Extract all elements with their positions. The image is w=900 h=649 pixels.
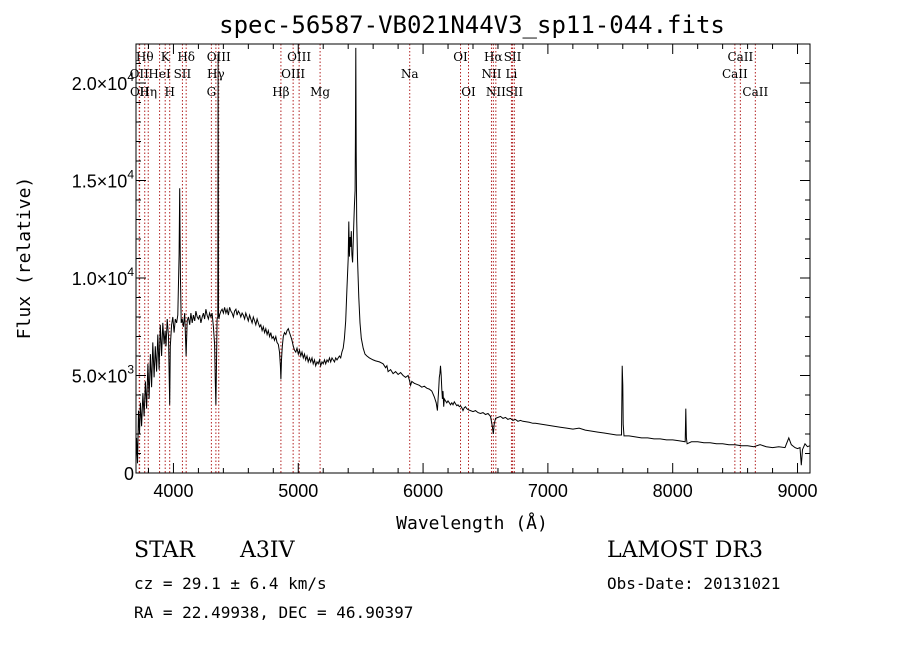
plot-frame: [135, 43, 811, 474]
chart-title: spec-56587-VB021N44V3_sp11-044.fits: [219, 11, 725, 39]
line-marker-label: Na: [401, 67, 419, 81]
line-marker-label: Hθ: [136, 50, 154, 64]
line-marker-label: SII: [504, 50, 522, 64]
coordinates: RA = 22.49938, DEC = 46.90397: [134, 603, 414, 622]
line-marker-label: CaII: [742, 85, 768, 99]
line-marker-label: Hδ: [177, 50, 195, 64]
y-tick-label: 0: [124, 464, 134, 484]
line-markers: [138, 44, 756, 473]
redshift-text: cz = 29.1 ± 6.4 km/s: [134, 574, 327, 593]
y-tick-label: 2.0×104: [72, 70, 135, 94]
object-subclass: A3IV: [240, 538, 295, 563]
line-marker-label: CaII: [727, 50, 753, 64]
x-tick-label: 4000: [153, 481, 193, 501]
line-marker-label: OII: [130, 85, 150, 99]
x-axis-label: Wavelength (Å): [396, 512, 548, 534]
line-marker-label: K: [161, 50, 171, 64]
y-axis-label: Flux (relative): [14, 177, 35, 340]
x-tick-label: 6000: [403, 481, 443, 501]
x-tick-label: 8000: [653, 481, 693, 501]
y-tick-label: 1.5×104: [72, 168, 135, 192]
line-marker-label: CaII: [722, 67, 748, 81]
line-marker-label: OI: [461, 85, 476, 99]
line-marker-label: Hη: [139, 85, 157, 99]
x-tick-label: 9000: [777, 481, 817, 501]
line-marker-label: G: [207, 85, 217, 99]
line-marker-label: SII: [505, 85, 523, 99]
line-marker-label: HeI: [148, 67, 171, 81]
survey-name: LAMOST DR3: [607, 538, 763, 563]
line-marker-labels: OIIOIIHθHηHeIKHSIIHδGHγOIIIHβOIIIOIIIMgN…: [130, 50, 769, 99]
line-marker-label: OI: [453, 50, 468, 64]
spectrum-line: [135, 47, 811, 466]
line-marker-label: OII: [130, 67, 150, 81]
obs-date: Obs-Date: 20131021: [607, 574, 781, 593]
x-axis-ticks: 4000 5000 6000 7000 8000 9000: [147, 44, 818, 501]
y-axis-ticks: 0 5.0×103 1.0×104 1.5×104 2.0×104: [72, 43, 810, 484]
object-class: STAR: [134, 538, 195, 563]
y-tick-label: 1.0×104: [72, 265, 135, 289]
line-marker-label: H: [164, 85, 174, 99]
line-marker-label: Mg: [310, 85, 330, 99]
line-marker-label: NII: [481, 67, 501, 81]
x-tick-label: 5000: [278, 481, 318, 501]
line-marker-label: Hα: [484, 50, 503, 64]
line-marker-label: NII: [486, 85, 506, 99]
x-tick-label: 7000: [528, 481, 568, 501]
line-marker-label: Li: [506, 67, 518, 81]
line-marker-label: Hβ: [272, 85, 289, 99]
line-marker-label: OIII: [207, 50, 231, 64]
y-tick-label: 5.0×103: [72, 363, 135, 387]
line-marker-label: Hγ: [207, 67, 225, 81]
line-marker-label: OIII: [281, 67, 305, 81]
line-marker-label: SII: [174, 67, 192, 81]
line-marker-label: OIII: [287, 50, 311, 64]
